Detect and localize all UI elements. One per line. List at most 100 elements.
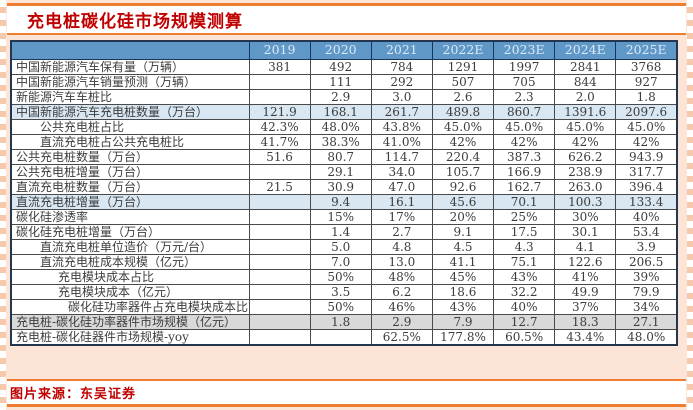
- table-row: 直流充电桩增量（万台） 9.4 16.1 45.6 70.1 100.3 133.4: [10, 193, 678, 210]
- value-cell: [248, 268, 311, 285]
- value-cell: 13.0: [370, 253, 433, 270]
- value-cell: 42%: [554, 133, 617, 150]
- table-row: 碳化硅功率器件占充电模块成本比 50% 46% 43% 40% 37% 34%: [10, 298, 678, 315]
- value-cell: 43%: [493, 268, 556, 285]
- value-cell: 41%: [554, 268, 617, 285]
- value-cell: [248, 223, 311, 240]
- value-cell: 387.3: [493, 148, 556, 165]
- value-cell: [248, 313, 311, 330]
- table-row: 公共充电桩数量（万台） 51.6 80.7 114.7 220.4 387.3 626.2 9…: [10, 148, 678, 165]
- row-label: 中国新能源汽车保有量（万辆）: [10, 58, 250, 75]
- row-label: 新能源汽车车桩比: [10, 88, 250, 105]
- value-cell: 860.7: [493, 103, 556, 120]
- value-cell: 39%: [615, 268, 678, 285]
- table-row: 公共充电桩增量（万台） 29.1 34.0 105.7 166.9 238.9 317.7: [10, 163, 678, 180]
- value-cell: 292: [370, 73, 433, 90]
- value-cell: 3768: [615, 58, 678, 75]
- value-cell: 60.5%: [493, 328, 556, 345]
- value-cell: 53.4: [615, 223, 678, 240]
- value-cell: 100.3: [554, 193, 617, 210]
- value-cell: 168.1: [309, 103, 372, 120]
- caption-topline: [7, 379, 686, 381]
- row-label: 碳化硅渗透率: [10, 208, 250, 225]
- value-cell: 111: [309, 73, 372, 90]
- row-label: 充电模块成本（亿元）: [10, 283, 250, 300]
- row-label: 中国新能源汽车充电桩数量（万台）: [10, 103, 250, 120]
- value-cell: 70.1: [493, 193, 556, 210]
- value-cell: 626.2: [554, 148, 617, 165]
- value-cell: 2.6: [431, 88, 495, 105]
- value-cell: 48%: [370, 268, 433, 285]
- table-row: 直流充电桩占公共充电桩比 41.7% 38.3% 41.0% 42% 42% 42% 42%: [10, 133, 678, 150]
- value-cell: 784: [370, 58, 433, 75]
- value-cell: 79.9: [615, 283, 678, 300]
- value-cell: 238.9: [554, 163, 617, 180]
- row-label: 直流充电桩单位造价（万元/台）: [10, 238, 250, 255]
- value-cell: 45%: [431, 268, 495, 285]
- value-cell: 46%: [370, 298, 433, 315]
- value-cell: 30.1: [554, 223, 617, 240]
- value-cell: 1997: [493, 58, 556, 75]
- value-cell: 50%: [309, 268, 372, 285]
- row-label: 直流充电桩增量（万台）: [10, 193, 250, 210]
- table-row: 碳化硅渗透率 15% 17% 20% 25% 30% 40%: [10, 208, 678, 225]
- year-header-cell: 2023E: [493, 40, 556, 60]
- value-cell: 261.7: [370, 103, 433, 120]
- value-cell: 20%: [431, 208, 495, 225]
- value-cell: 3.0: [370, 88, 433, 105]
- value-cell: [248, 193, 311, 210]
- value-cell: 121.9: [248, 103, 311, 120]
- value-cell: [309, 328, 372, 345]
- value-cell: 17%: [370, 208, 433, 225]
- row-label: 充电桩-碳化硅器件市场规模-yoy: [10, 328, 250, 345]
- row-label: 充电桩-碳化硅功率器件市场规模（亿元）: [10, 313, 250, 330]
- row-label: 直流充电桩成本规模（亿元）: [10, 253, 250, 270]
- value-cell: 45.0%: [493, 118, 556, 135]
- value-cell: 2841: [554, 58, 617, 75]
- value-cell: 29.1: [309, 163, 372, 180]
- value-cell: 34.0: [370, 163, 433, 180]
- value-cell: 927: [615, 73, 678, 90]
- page-left-edge-decoration: [0, 0, 6, 410]
- value-cell: 1.8: [309, 313, 372, 330]
- page-title: 充电桩碳化硅市场规模测算: [27, 12, 243, 32]
- value-cell: 4.8: [370, 238, 433, 255]
- value-cell: 381: [248, 58, 311, 75]
- value-cell: 18.6: [431, 283, 495, 300]
- value-cell: 49.9: [554, 283, 617, 300]
- value-cell: 1391.6: [554, 103, 617, 120]
- value-cell: 162.7: [493, 178, 556, 195]
- value-cell: [248, 283, 311, 300]
- value-cell: 2097.6: [615, 103, 678, 120]
- top-accent-line: [7, 3, 686, 6]
- value-cell: 38.3%: [309, 133, 372, 150]
- value-cell: [248, 328, 311, 345]
- image-source-caption: 图片来源：东吴证券: [10, 387, 137, 402]
- value-cell: 62.5%: [370, 328, 433, 345]
- value-cell: 41.1: [431, 253, 495, 270]
- value-cell: 492: [309, 58, 372, 75]
- row-label: 直流充电桩数量（万台）: [10, 178, 250, 195]
- value-cell: [248, 73, 311, 90]
- value-cell: 105.7: [431, 163, 495, 180]
- title-underline: [7, 33, 686, 35]
- value-cell: 42%: [431, 133, 495, 150]
- value-cell: 45.0%: [431, 118, 495, 135]
- value-cell: 2.0: [554, 88, 617, 105]
- value-cell: 114.7: [370, 148, 433, 165]
- value-cell: 43.4%: [554, 328, 617, 345]
- value-cell: 41.0%: [370, 133, 433, 150]
- value-cell: 2.9: [309, 88, 372, 105]
- value-cell: 206.5: [615, 253, 678, 270]
- value-cell: 41.7%: [248, 133, 311, 150]
- row-label: 中国新能源汽车销量预测（万辆）: [10, 73, 250, 90]
- value-cell: 43%: [431, 298, 495, 315]
- value-cell: 317.7: [615, 163, 678, 180]
- value-cell: 4.1: [554, 238, 617, 255]
- value-cell: 9.4: [309, 193, 372, 210]
- label-column-header: [10, 40, 250, 60]
- value-cell: 943.9: [615, 148, 678, 165]
- row-label: 公共充电桩增量（万台）: [10, 163, 250, 180]
- row-label: 碳化硅功率器件占充电模块成本比: [10, 298, 250, 315]
- value-cell: 1.8: [615, 88, 678, 105]
